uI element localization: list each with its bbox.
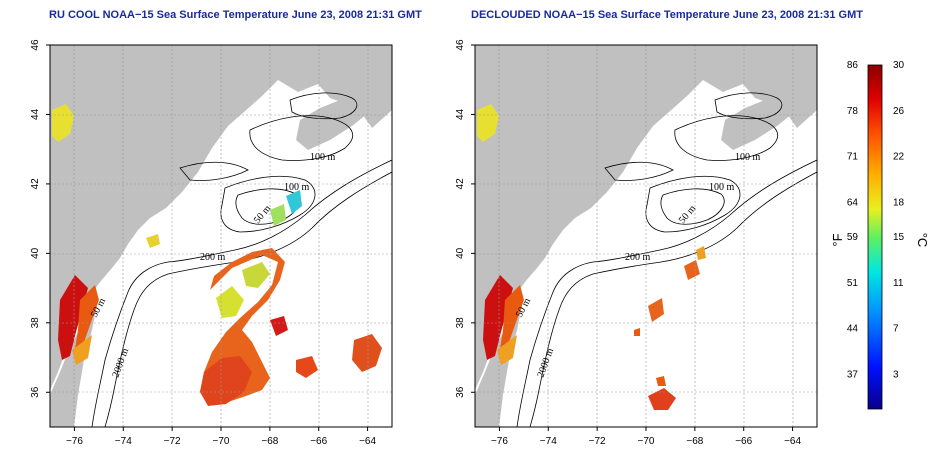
y-tick-label: 38 [30,317,41,329]
celsius-tick-label: 3 [893,370,899,381]
y-tick-label: 44 [30,108,41,120]
right-map-title: DECLOUDED NOAA−15 Sea Surface Temperatur… [471,9,863,21]
x-tick-label: −76 [491,436,508,447]
nova-scotia [296,78,392,150]
x-tick-label: −76 [66,436,83,447]
y-tick-label: 36 [30,386,41,398]
celsius-unit-label: °C [915,233,930,248]
x-tick-label: −68 [686,436,703,447]
contours [91,92,392,427]
x-tick-label: −64 [784,436,801,447]
isobath-label: 200 m [625,252,651,263]
right-axis-ticks: −76 −74 −72 −70 −68 −66 −64 36 38 40 42 44 46 [455,39,801,447]
y-tick-label: 44 [455,108,466,120]
graticule [475,45,817,427]
y-tick-label: 40 [30,247,41,259]
isobath-label: 100 m [310,152,336,163]
celsius-tick-label: 7 [893,324,899,335]
colorbar-ticks: 86 30 78 26 71 22 64 18 59 15 51 11 44 7 37 3 [847,60,905,381]
left-axis-ticks: −76 −74 −72 −70 −68 −66 −64 36 38 40 42 44 46 [30,39,376,447]
right-map-panel: 100 m 100 m 50 m 200 m 50 m 2000 m [474,44,818,428]
fahrenheit-tick-label: 78 [847,106,859,117]
y-tick-label: 42 [455,178,466,190]
celsius-tick-label: 30 [893,60,905,71]
fahrenheit-tick-label: 44 [847,324,859,335]
y-tick-label: 38 [455,317,466,329]
land-mass [50,45,392,390]
x-tick-label: −72 [589,436,606,447]
y-tick-label: 46 [30,39,41,51]
x-tick-label: −66 [735,436,752,447]
graticule [50,45,392,427]
x-tick-label: −68 [261,436,278,447]
y-tick-label: 36 [455,386,466,398]
isobath-label: 100 m [735,152,761,163]
y-tick-label: 42 [30,178,41,190]
y-tick-label: 46 [455,39,466,51]
celsius-tick-label: 26 [893,106,905,117]
land-mass [475,45,817,390]
celsius-tick-label: 11 [893,278,904,289]
x-tick-label: −74 [115,436,132,447]
x-tick-label: −70 [213,436,230,447]
colorbar-gradient [867,64,883,410]
fahrenheit-tick-label: 71 [847,152,859,163]
x-tick-label: −74 [540,436,557,447]
colorbar: 86 30 78 26 71 22 64 18 59 15 51 11 44 7 37 3 °F °C [830,60,930,410]
isobath-label: 100 m [284,182,310,193]
left-map-title: RU COOL NOAA−15 Sea Surface Temperature … [49,9,422,21]
y-tick-label: 40 [455,247,466,259]
x-tick-label: −64 [359,436,376,447]
nova-scotia [721,78,817,150]
celsius-tick-label: 22 [893,152,905,163]
fahrenheit-tick-label: 86 [847,60,859,71]
x-tick-label: −66 [310,436,327,447]
left-map-panel: 100 m 100 m 50 m 200 m 50 m 2000 m [49,44,393,428]
isobath-label: 100 m [709,182,735,193]
fahrenheit-tick-label: 64 [847,198,859,209]
x-tick-label: −70 [638,436,655,447]
sst-patches [477,104,706,410]
celsius-tick-label: 15 [893,232,905,243]
fahrenheit-unit-label: °F [830,233,845,246]
fahrenheit-tick-label: 59 [847,232,859,243]
fahrenheit-tick-label: 51 [847,278,859,289]
celsius-tick-label: 18 [893,198,905,209]
x-tick-label: −72 [164,436,181,447]
isobath-label: 200 m [200,252,226,263]
fahrenheit-tick-label: 37 [847,370,859,381]
contours [516,92,817,427]
